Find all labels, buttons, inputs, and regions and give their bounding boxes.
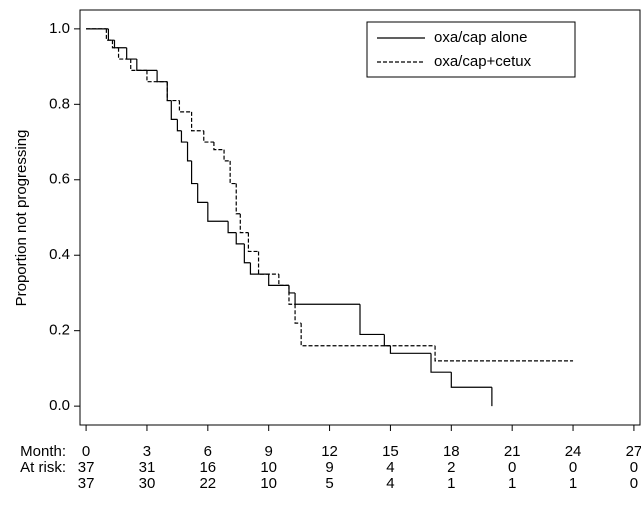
survival-step: [243, 243, 251, 264]
at-risk-count: 4: [386, 459, 394, 476]
survival-step: [156, 70, 168, 83]
survival-step: [190, 111, 204, 132]
at-risk-count: 4: [386, 475, 394, 492]
y-tick-label: 1.0: [49, 20, 70, 37]
survival-step: [223, 149, 231, 162]
at-risk-count: 0: [630, 459, 638, 476]
survival-step: [113, 40, 127, 49]
x-axis-label: Month:: [20, 443, 66, 460]
survival-step: [136, 59, 158, 71]
at-risk-count: 22: [199, 475, 216, 492]
survival-step: [288, 285, 296, 294]
x-tick-label: 9: [265, 443, 273, 460]
survival-step: [105, 28, 113, 41]
legend-label: oxa/cap+cetux: [434, 53, 532, 70]
at-risk-count: 1: [508, 475, 516, 492]
y-tick-label: 0.2: [49, 322, 70, 339]
plot-frame: [79, 9, 641, 426]
at-risk-count: 0: [569, 459, 577, 476]
survival-step: [359, 304, 385, 336]
at-risk-count: 2: [447, 459, 455, 476]
x-tick-label: 24: [565, 443, 582, 460]
y-tick-label: 0.6: [49, 171, 70, 188]
at-risk-count: 9: [325, 459, 333, 476]
at-risk-count: 37: [78, 459, 95, 476]
survival-step: [288, 285, 296, 305]
survival-step: [278, 274, 289, 287]
x-tick-label: 0: [82, 443, 90, 460]
survival-step: [294, 292, 360, 305]
survival-step: [235, 232, 245, 245]
legend-label: oxa/cap alone: [434, 29, 527, 46]
survival-step: [450, 372, 492, 388]
x-tick-label: 27: [626, 443, 641, 460]
survival-step: [294, 304, 302, 324]
survival-step: [117, 47, 131, 60]
at-risk-count: 10: [260, 475, 277, 492]
survival-step: [176, 119, 182, 132]
survival-step: [186, 142, 192, 162]
x-tick-label: 21: [504, 443, 521, 460]
survival-step: [207, 202, 229, 222]
at-risk-count: 37: [78, 475, 95, 492]
survival-step: [166, 81, 172, 102]
survival-step: [126, 47, 137, 60]
survival-step: [229, 160, 237, 185]
x-tick-label: 15: [382, 443, 399, 460]
survival-step: [300, 323, 436, 347]
at-risk-count: 0: [508, 459, 516, 476]
survival-step: [203, 130, 214, 143]
at-risk-count: 0: [630, 475, 638, 492]
survival-step: [383, 334, 391, 347]
survival-step: [180, 130, 188, 143]
at-risk-count: 30: [139, 475, 156, 492]
y-tick-label: 0.8: [49, 95, 70, 112]
x-tick-label: 12: [321, 443, 338, 460]
survival-step: [166, 81, 180, 102]
survival-step: [213, 142, 225, 151]
x-tick-label: 18: [443, 443, 460, 460]
survival-step: [170, 100, 178, 121]
survival-step: [197, 183, 208, 204]
survival-step: [190, 160, 198, 185]
x-tick-label: 3: [143, 443, 151, 460]
survival-step: [235, 183, 241, 215]
x-tick-label: 6: [204, 443, 212, 460]
at-risk-count: 31: [139, 459, 156, 476]
at-risk-count: 5: [325, 475, 333, 492]
legend-box: [366, 21, 576, 78]
at-risk-count: 16: [199, 459, 216, 476]
survival-step: [111, 40, 119, 49]
y-axis-label: Proportion not progressing: [13, 130, 30, 307]
at-risk-count: 1: [447, 475, 455, 492]
at-risk-count: 10: [260, 459, 277, 476]
survival-step: [434, 345, 574, 362]
survival-step: [247, 232, 259, 253]
y-tick-label: 0.4: [49, 246, 70, 263]
at-risk-count: 1: [569, 475, 577, 492]
survival-step: [107, 28, 115, 41]
survival-step: [239, 213, 249, 234]
survival-step: [227, 221, 237, 234]
survival-step: [430, 353, 452, 373]
survival-step: [130, 59, 147, 71]
survival-step: [257, 251, 279, 275]
survival-step: [178, 100, 192, 113]
survival-step: [146, 70, 168, 83]
survival-step: [389, 345, 432, 354]
survival-step: [249, 262, 269, 275]
at-risk-label: At risk:: [20, 459, 66, 476]
y-tick-label: 0.0: [49, 397, 70, 414]
